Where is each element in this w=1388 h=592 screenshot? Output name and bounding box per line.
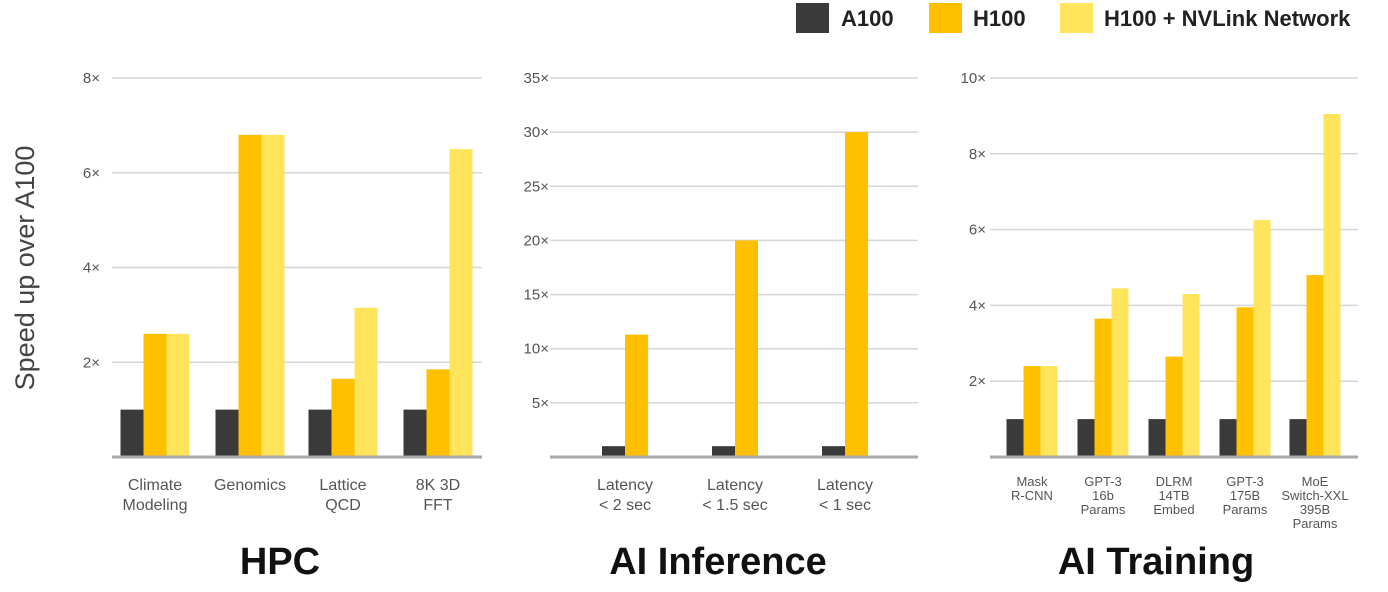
bar-h100 bbox=[1306, 275, 1324, 457]
bar-h100 bbox=[625, 334, 648, 457]
bar-a100 bbox=[712, 446, 735, 457]
y-tick-label: 6× bbox=[83, 165, 100, 182]
category-label: Latency bbox=[597, 477, 653, 494]
y-tick-label: 2× bbox=[969, 373, 986, 390]
panel-title: HPC bbox=[240, 541, 320, 583]
y-tick-label: 35× bbox=[524, 70, 549, 87]
bar-a100 bbox=[215, 409, 239, 457]
bar-a100 bbox=[1006, 419, 1024, 457]
legend-label: H100 bbox=[973, 6, 1026, 31]
category-label: Climate bbox=[128, 477, 182, 494]
category-label: Switch-XXL bbox=[1281, 488, 1348, 503]
category-label: 175B bbox=[1230, 488, 1260, 503]
bar-h100-nvlink-network bbox=[1253, 220, 1271, 457]
category-label: < 1.5 sec bbox=[702, 497, 767, 514]
legend-swatch bbox=[796, 3, 829, 33]
bar-h100-nvlink-network bbox=[354, 307, 378, 457]
y-tick-label: 10× bbox=[524, 341, 549, 358]
bar-a100 bbox=[1219, 419, 1237, 457]
category-label: FFT bbox=[423, 497, 453, 514]
bar-a100 bbox=[1289, 419, 1307, 457]
bar-h100 bbox=[735, 240, 758, 457]
bar-a100 bbox=[602, 446, 625, 457]
y-tick-label: 6× bbox=[969, 222, 986, 239]
y-tick-label: 2× bbox=[83, 354, 100, 371]
category-label: 8K 3D bbox=[416, 477, 460, 494]
bar-h100 bbox=[845, 132, 868, 457]
category-label: GPT-3 bbox=[1084, 474, 1122, 489]
bar-a100 bbox=[1148, 419, 1166, 457]
category-label: Latency bbox=[707, 477, 763, 494]
category-label: Params bbox=[1223, 502, 1268, 517]
bar-h100-nvlink-network bbox=[449, 149, 473, 457]
y-tick-label: 8× bbox=[969, 146, 986, 163]
legend: A100 H100 H100 + NVLink Network bbox=[796, 3, 1351, 33]
panel-2: 2×4×6×8×10×MaskR-CNNGPT-316bParamsDLRM14… bbox=[961, 70, 1358, 583]
category-label: Mask bbox=[1016, 474, 1048, 489]
panel-1: 5× 10× 15× 20× 25× 30× 35× Latency < 2 sec Latenc… bbox=[524, 70, 918, 583]
bar-h100-nvlink-network bbox=[1111, 288, 1129, 457]
chart-panels: 2× 4× 6× 8× Climate Modeling Genomics Lattice QC… bbox=[83, 70, 1358, 583]
bar-h100-nvlink-network bbox=[1040, 366, 1058, 457]
category-label: Embed bbox=[1153, 502, 1194, 517]
category-label: 395B bbox=[1300, 502, 1330, 517]
bar-h100 bbox=[143, 333, 167, 457]
category-label: Params bbox=[1293, 516, 1338, 531]
bar-h100 bbox=[426, 369, 450, 457]
y-axis-title: Speed up over A100 bbox=[10, 146, 40, 391]
category-label: Genomics bbox=[214, 477, 286, 494]
bar-a100 bbox=[822, 446, 845, 457]
category-label: DLRM bbox=[1156, 474, 1193, 489]
bar-h100 bbox=[238, 134, 262, 457]
legend-label: H100 + NVLink Network bbox=[1104, 6, 1351, 31]
legend-label: A100 bbox=[841, 6, 894, 31]
category-label: Modeling bbox=[123, 497, 188, 514]
bar-h100 bbox=[1165, 356, 1183, 457]
bar-h100-nvlink-network bbox=[1182, 294, 1200, 457]
category-label: R-CNN bbox=[1011, 488, 1053, 503]
bar-h100-nvlink-network bbox=[1323, 114, 1341, 457]
y-tick-label: 30× bbox=[524, 124, 549, 141]
bar-a100 bbox=[308, 409, 332, 457]
bar-h100 bbox=[1023, 366, 1041, 457]
category-label: MoE bbox=[1302, 474, 1329, 489]
category-label: 16b bbox=[1092, 488, 1114, 503]
y-tick-label: 20× bbox=[524, 232, 549, 249]
category-label: Params bbox=[1081, 502, 1126, 517]
panel-title: AI Training bbox=[1058, 541, 1254, 583]
panel-0: 2× 4× 6× 8× Climate Modeling Genomics Lattice QC… bbox=[83, 70, 482, 583]
category-label: < 2 sec bbox=[599, 497, 651, 514]
bar-h100-nvlink-network bbox=[166, 333, 190, 457]
legend-swatch bbox=[929, 3, 962, 33]
category-label: GPT-3 bbox=[1226, 474, 1264, 489]
y-tick-label: 4× bbox=[969, 297, 986, 314]
y-tick-label: 10× bbox=[961, 70, 986, 87]
category-label: < 1 sec bbox=[819, 497, 871, 514]
y-tick-label: 8× bbox=[83, 70, 100, 87]
bar-a100 bbox=[403, 409, 427, 457]
panel-title: AI Inference bbox=[609, 541, 827, 583]
bar-h100-nvlink-network bbox=[261, 134, 285, 457]
y-tick-label: 15× bbox=[524, 287, 549, 304]
category-label: Latency bbox=[817, 477, 873, 494]
bar-a100 bbox=[120, 409, 144, 457]
category-label: Lattice bbox=[319, 477, 366, 494]
legend-swatch bbox=[1060, 3, 1093, 33]
y-tick-label: 5× bbox=[532, 395, 549, 412]
bar-h100 bbox=[1236, 307, 1254, 457]
category-label: 14TB bbox=[1158, 488, 1189, 503]
y-tick-label: 25× bbox=[524, 178, 549, 195]
y-tick-label: 4× bbox=[83, 260, 100, 277]
bar-h100 bbox=[1094, 318, 1112, 457]
category-label: QCD bbox=[325, 497, 361, 514]
bar-a100 bbox=[1077, 419, 1095, 457]
bar-h100 bbox=[331, 378, 355, 457]
